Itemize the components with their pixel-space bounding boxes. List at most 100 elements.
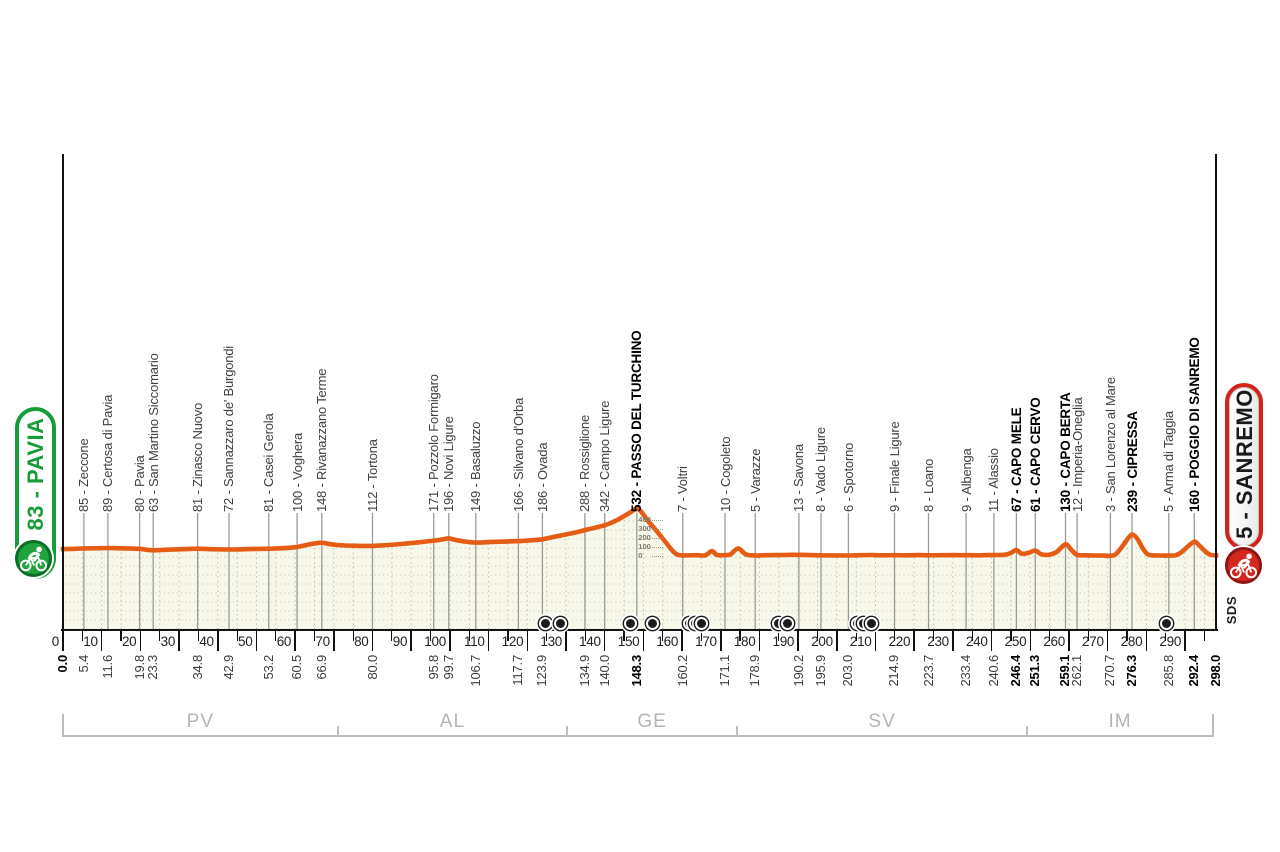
start-cyclist-icon (15, 539, 52, 577)
x-axis-minor-tick (468, 630, 470, 641)
profile-dot-grid (63, 508, 1216, 630)
km-mark-label: 190.2 (790, 655, 806, 687)
km-mark-label: 66.9 (313, 655, 329, 680)
x-axis-minor-tick (391, 630, 393, 641)
town-label: 148 - Rivanazzano Terme (314, 368, 330, 512)
x-axis-major-tick (681, 630, 683, 651)
x-axis-tick-label: 270 (1082, 634, 1104, 649)
x-axis-major-tick (1068, 630, 1070, 651)
province-bracket-tick (736, 726, 738, 737)
km-mark-label: 262.1 (1069, 655, 1085, 687)
town-label: 166 - Silvano d'Orba (510, 397, 526, 512)
credit-sds: SDS (1224, 596, 1239, 625)
km-mark-label: 292.4 (1186, 655, 1202, 687)
km-mark-label: 148.3 (628, 655, 644, 687)
town-label: 342 - Campo Ligure (597, 400, 613, 512)
town-label: 112 - Tortona (365, 439, 381, 512)
town-label: 63 - San Martino Siccomario (145, 353, 161, 512)
x-axis-line (61, 628, 1218, 631)
x-axis-major-tick (410, 630, 412, 651)
x-axis-tick-label: 60 (276, 634, 292, 649)
tunnel-icon (696, 619, 706, 628)
x-axis-tick-label: 30 (160, 634, 176, 649)
elevation-scale-label: 100 (638, 542, 651, 551)
tunnel-icon (691, 619, 701, 628)
km-mark-label: 270.7 (1102, 655, 1118, 687)
x-axis-major-tick (1106, 630, 1109, 651)
finish-badge-label: 5 - SANREMO (1231, 389, 1257, 539)
x-axis-minor-tick (1010, 630, 1012, 641)
x-axis-minor-tick (971, 630, 973, 641)
elevation-line (60, 505, 1219, 559)
x-axis-tick-label: 20 (121, 634, 137, 649)
x-axis-tick-label: 80 (354, 634, 369, 649)
x-axis-minor-tick (584, 630, 586, 641)
province-label: IM (1108, 711, 1132, 732)
x-axis-major-tick (1184, 630, 1186, 651)
x-axis-tick-label: 290 (1159, 634, 1182, 649)
km-mark-label: 171.1 (717, 655, 732, 687)
km-mark-label: 223.7 (920, 655, 936, 687)
x-axis-tick-label: 280 (1120, 634, 1143, 649)
province-bracket-tick (62, 714, 64, 737)
province-bracket-tick (1026, 726, 1029, 737)
x-axis-tick-label: 120 (501, 634, 524, 649)
town-label: 72 - Sannazzaro de' Burgondi (221, 346, 237, 512)
x-axis-major-tick (952, 630, 954, 651)
tunnel-icon (555, 619, 565, 628)
x-axis-tick-label: 210 (849, 634, 872, 649)
x-axis-tick-label: 130 (540, 634, 562, 649)
tunnel-icon (774, 619, 784, 628)
x-axis-tick-label: 240 (965, 634, 988, 649)
x-axis-minor-tick (1126, 630, 1128, 641)
province-bracket-line (1027, 735, 1213, 737)
town-label: 6 - Spotorno (840, 442, 856, 512)
town-label: 5 - Arma di Taggia (1161, 411, 1177, 512)
x-axis-tick-label: 190 (772, 634, 795, 649)
x-axis-major-tick (990, 630, 993, 651)
x-axis-major-tick (139, 630, 142, 651)
x-axis-tick-label: 0 (51, 634, 60, 649)
town-label: 171 - Pozzolo Formigaro (426, 374, 442, 512)
x-axis-minor-tick (700, 630, 702, 641)
x-axis-major-tick (797, 630, 799, 651)
km-mark-label: 160.2 (674, 655, 690, 687)
town-label: 3 - San Lorenzo al Mare (1102, 377, 1118, 512)
km-mark-label: 42.9 (220, 655, 236, 680)
tunnel-icon (783, 619, 793, 628)
x-axis-minor-tick (623, 630, 625, 641)
x-axis-minor-tick (429, 630, 432, 641)
x-axis-major-tick (487, 630, 490, 651)
town-label: 13 - Savona (791, 444, 807, 512)
finish-badge (1225, 383, 1263, 550)
town-label: 196 - Novi Ligure (441, 416, 457, 512)
x-axis-tick-label: 200 (811, 634, 833, 649)
x-axis-minor-tick (894, 630, 896, 641)
start-badge-label: 83 - PAVIA (23, 417, 48, 531)
tunnel-icon (647, 619, 657, 628)
x-axis-minor-tick (352, 630, 354, 641)
x-axis-minor-tick (662, 630, 664, 641)
x-axis-minor-tick (739, 630, 741, 641)
elevation-scale-dots (652, 520, 664, 521)
x-axis-minor-tick (81, 630, 83, 641)
town-label: 149 - Basaluzzo (468, 421, 484, 512)
km-mark-label: 106.7 (467, 655, 483, 687)
province-bracket-tick (1211, 714, 1214, 737)
town-label: 89 - Certosa di Pavia (100, 394, 116, 512)
x-axis-tick-label: 160 (656, 634, 679, 649)
x-axis-major-tick (913, 630, 915, 651)
town-label: 288 - Rossiglione (577, 414, 593, 512)
town-label: 9 - Finale Ligure (886, 421, 902, 512)
town-label: 532 - PASSO DEL TURCHINO (629, 330, 645, 512)
town-label: 11 - Alassio (986, 448, 1002, 512)
x-axis-tick-label: 220 (888, 634, 911, 649)
province-bracket-tick (336, 726, 339, 737)
x-axis-major-tick (565, 630, 567, 651)
x-axis-tick-label: 150 (617, 634, 640, 649)
x-axis-major-tick (836, 630, 838, 651)
x-axis-tick-label: 180 (733, 634, 756, 649)
town-label: 8 - Loano (921, 458, 937, 512)
km-mark-label: 203.0 (840, 655, 856, 687)
